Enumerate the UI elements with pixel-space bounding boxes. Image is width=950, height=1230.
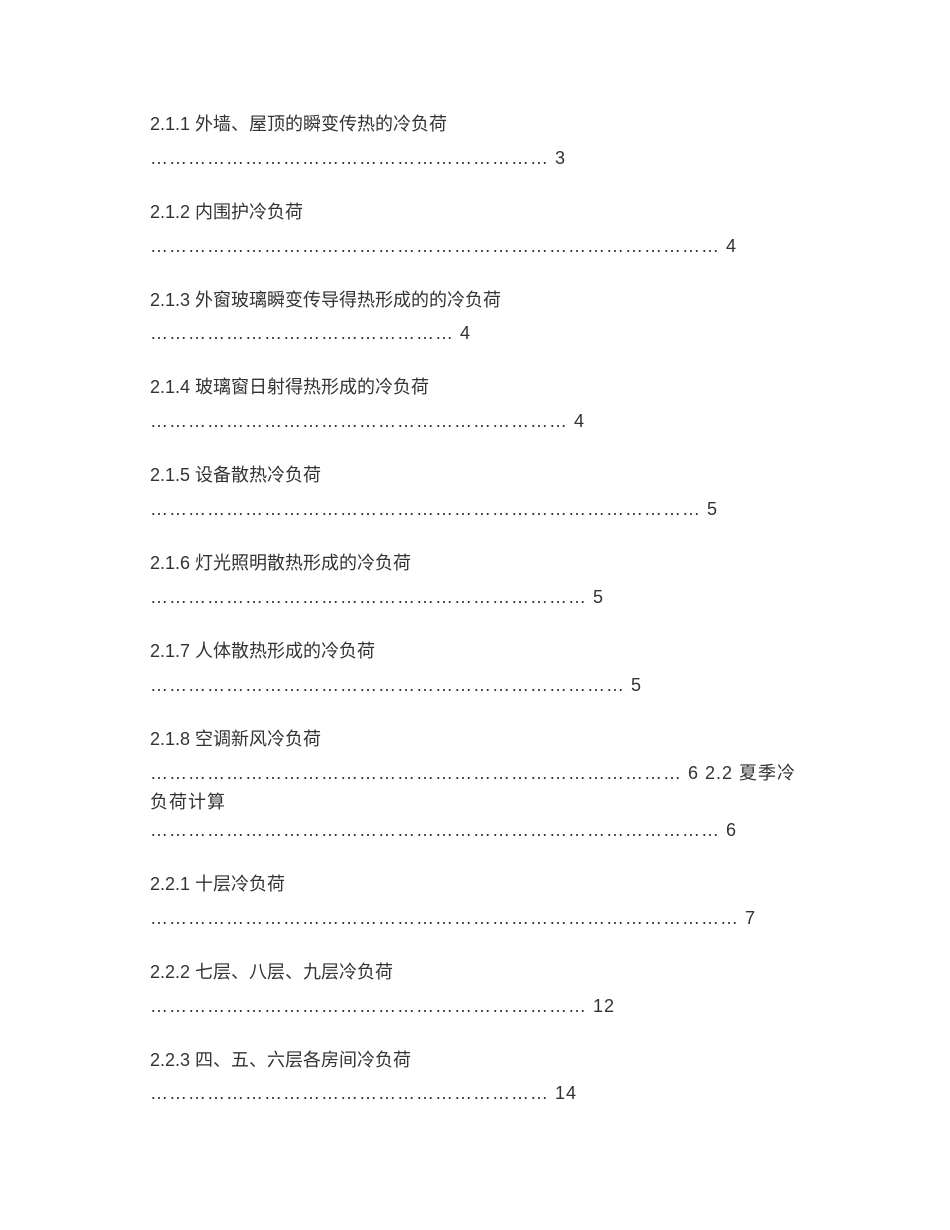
toc-title: 2.1.4 玻璃窗日射得热形成的冷负荷 — [150, 373, 800, 402]
toc-title: 2.2.3 四、五、六层各房间冷负荷 — [150, 1046, 800, 1075]
toc-title: 2.1.7 人体散热形成的冷负荷 — [150, 637, 800, 666]
toc-entry: 2.2.3 四、五、六层各房间冷负荷 ………………………………………………………… — [150, 1046, 800, 1108]
toc-entry: 2.1.6 灯光照明散热形成的冷负荷 ………………………………………………………… — [150, 549, 800, 611]
toc-entry: 2.1.4 玻璃窗日射得热形成的冷负荷 ……………………………………………………… — [150, 373, 800, 435]
toc-entry: 2.2.2 七层、八层、九层冷负荷 …………………………………………………………… — [150, 958, 800, 1020]
toc-leader: ………………………………………… 4 — [150, 320, 800, 347]
toc-leader: ………………………………………………………………… 5 — [150, 672, 800, 699]
toc-entry: 2.1.8 空调新风冷负荷 ……………………………………………………………………… — [150, 725, 800, 844]
toc-entry: 2.2.1 十层冷负荷 …………………………………………………………………………… — [150, 870, 800, 932]
toc-title: 2.1.5 设备散热冷负荷 — [150, 461, 800, 490]
toc-entry: 2.1.7 人体散热形成的冷负荷 ……………………………………………………………… — [150, 637, 800, 699]
toc-entry: 2.1.5 设备散热冷负荷 ……………………………………………………………………… — [150, 461, 800, 523]
toc-leader: ……………………………………………………………………………… 4 — [150, 233, 800, 260]
toc-title: 2.1.3 外窗玻璃瞬变传导得热形成的的冷负荷 — [150, 286, 800, 315]
toc-leader: ………………………………………………………… 4 — [150, 408, 800, 435]
toc-title: 2.1.6 灯光照明散热形成的冷负荷 — [150, 549, 800, 578]
toc-leader: …………………………………………………………………………… 5 — [150, 496, 800, 523]
table-of-contents: 2.1.1 外墙、屋顶的瞬变传热的冷负荷 …………………………………………………… — [150, 110, 800, 1107]
toc-leader: ………………………………………………………………………………… 7 — [150, 905, 800, 932]
toc-title: 2.2.1 十层冷负荷 — [150, 870, 800, 899]
toc-title: 2.1.1 外墙、屋顶的瞬变传热的冷负荷 — [150, 110, 800, 139]
toc-title: 2.1.2 内围护冷负荷 — [150, 198, 800, 227]
toc-title: 2.2.2 七层、八层、九层冷负荷 — [150, 958, 800, 987]
toc-leader: ………………………………………………………………………… 6 2.2 夏季冷负荷… — [150, 759, 800, 817]
toc-title: 2.1.8 空调新风冷负荷 — [150, 725, 800, 754]
toc-leader: ……………………………………………………… 3 — [150, 145, 800, 172]
toc-leader: …………………………………………………………… 12 — [150, 993, 800, 1020]
toc-leader: …………………………………………………………… 5 — [150, 584, 800, 611]
toc-leader: ……………………………………………………………………………… 6 — [150, 817, 800, 844]
toc-entry: 2.1.1 外墙、屋顶的瞬变传热的冷负荷 …………………………………………………… — [150, 110, 800, 172]
toc-entry: 2.1.3 外窗玻璃瞬变传导得热形成的的冷负荷 …………………………………………… — [150, 286, 800, 348]
toc-leader: ……………………………………………………… 14 — [150, 1080, 800, 1107]
toc-leader-text: ………………………………………………………………………… 6 — [150, 763, 699, 783]
toc-entry: 2.1.2 内围护冷负荷 ………………………………………………………………………… — [150, 198, 800, 260]
